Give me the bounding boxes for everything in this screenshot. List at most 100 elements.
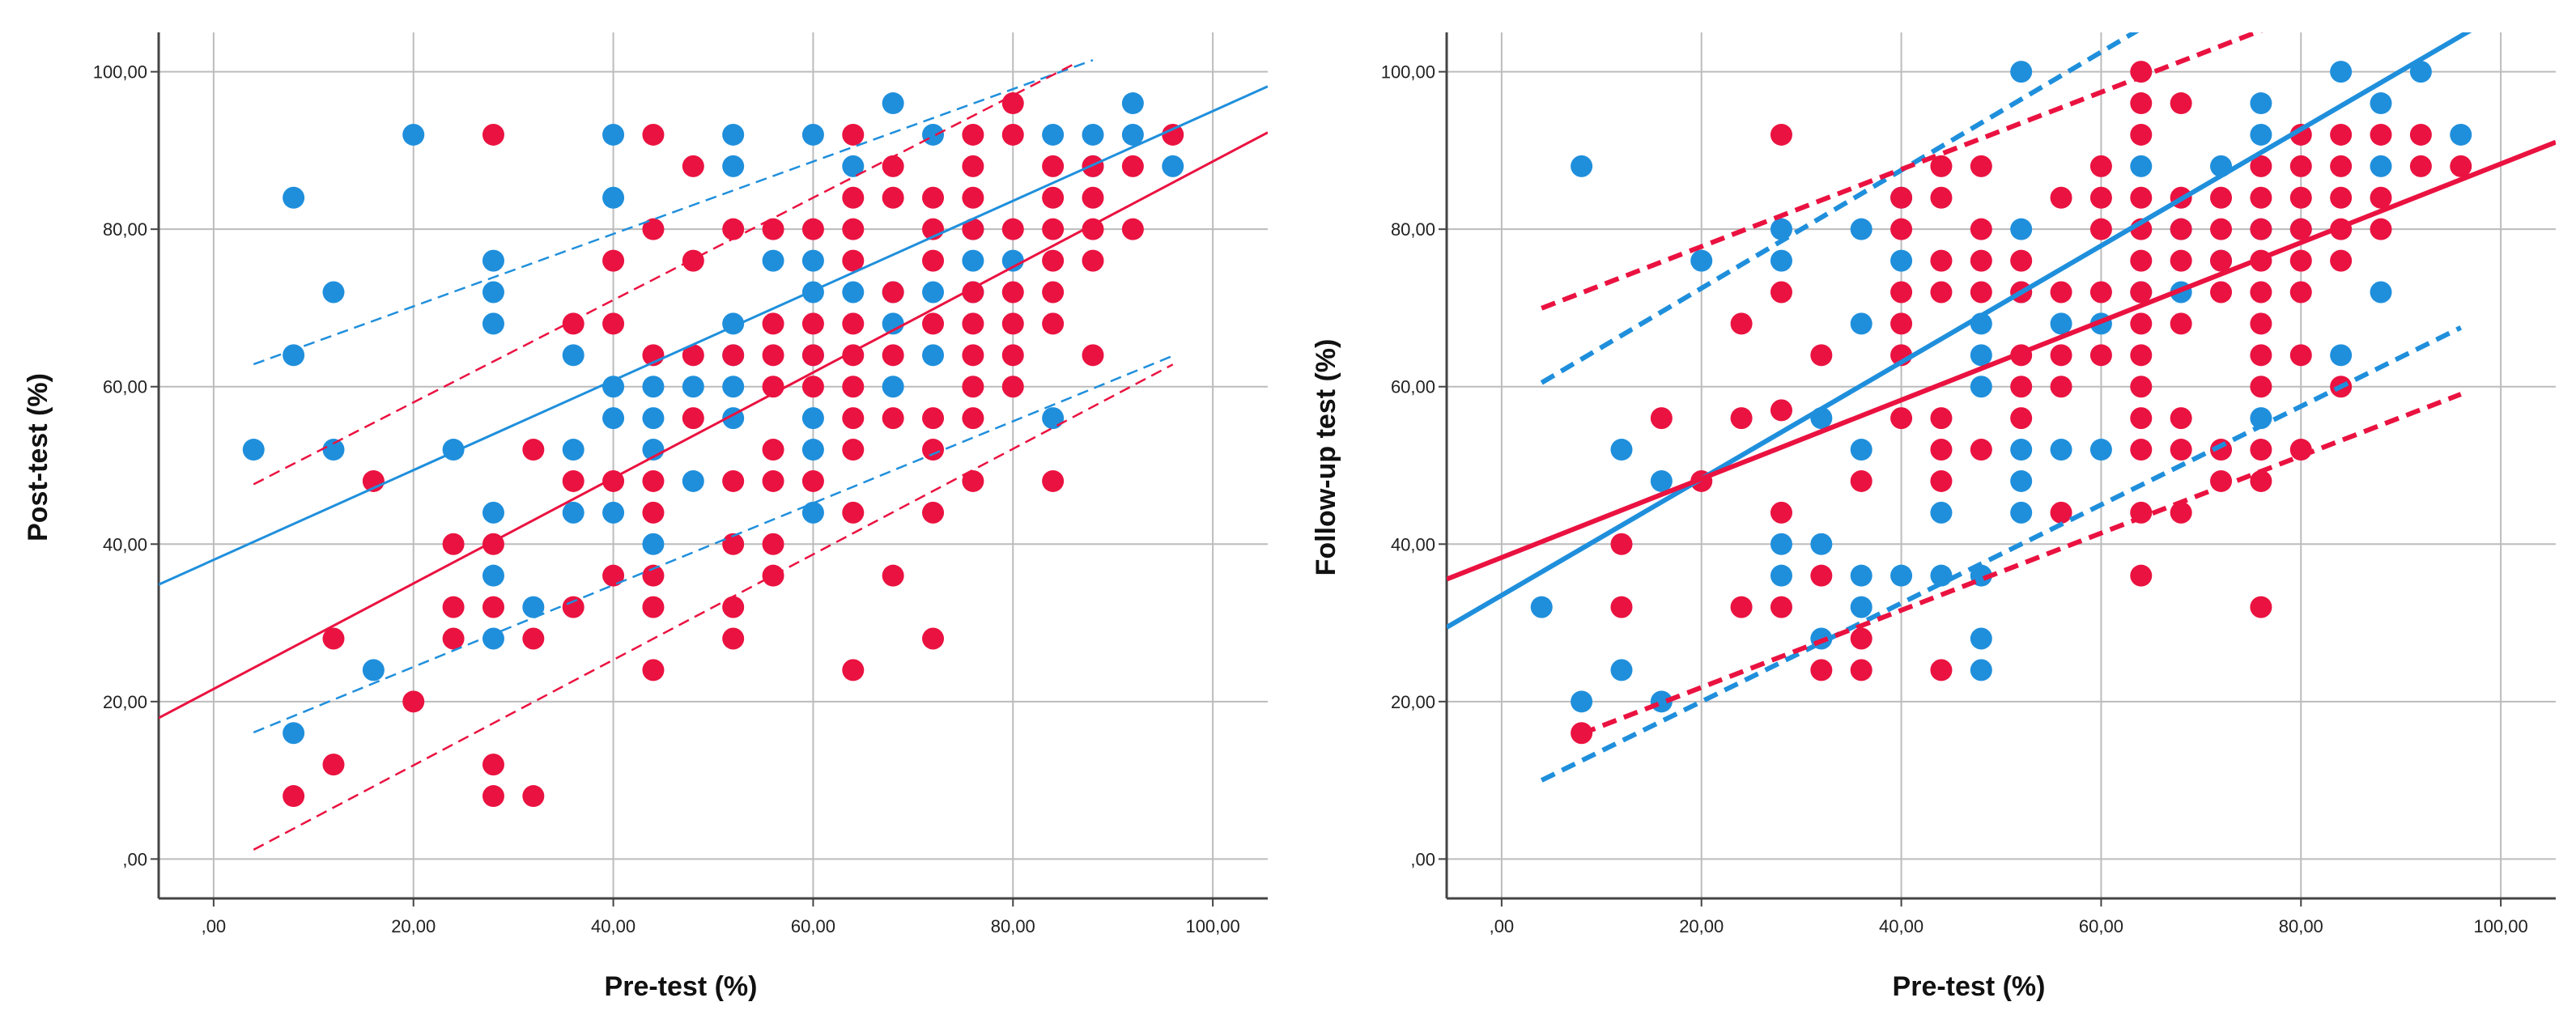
data-point-red [1730, 596, 1753, 618]
chart-svg-post-test: ,00 20,00 40,00 60,00 80,00 100,00 ,00 20,00 40,… [23, 32, 1268, 1002]
data-point-red [722, 627, 745, 650]
data-point-red [2370, 186, 2392, 209]
data-point-red [762, 344, 784, 367]
data-point-blue [602, 407, 625, 430]
data-point-red [522, 627, 545, 650]
data-point-blue [362, 659, 385, 681]
data-point-blue [801, 501, 824, 524]
data-point-red [762, 376, 784, 398]
data-point-red [2210, 281, 2233, 304]
data-point-red [1042, 186, 1065, 209]
data-point-red [882, 344, 904, 367]
data-point-blue [1850, 564, 1872, 587]
data-point-red [1890, 186, 1913, 209]
data-point-blue [1930, 564, 1953, 587]
data-point-blue [602, 501, 625, 524]
data-point-red [962, 344, 984, 367]
data-point-red [1082, 218, 1104, 240]
data-point-red [2250, 155, 2272, 177]
data-point-red [1770, 123, 1792, 146]
x-tick-label: 100,00 [2473, 916, 2527, 936]
data-point-red [2010, 249, 2033, 272]
data-point-red [962, 281, 984, 304]
y-tick-label: 40,00 [103, 534, 147, 554]
data-point-red [922, 439, 945, 461]
data-point-red [602, 564, 625, 587]
data-point-blue [882, 312, 904, 335]
data-point-red [1890, 281, 1913, 304]
data-points [242, 92, 1184, 808]
data-point-red [762, 312, 784, 335]
data-point-red [1810, 564, 1833, 587]
data-point-blue [1001, 249, 1024, 272]
data-point-red [482, 754, 504, 776]
data-point-blue [482, 249, 504, 272]
x-tick-label: 20,00 [391, 916, 436, 936]
data-point-blue [2370, 281, 2392, 304]
data-point-blue [2050, 312, 2072, 335]
data-point-red [2170, 312, 2192, 335]
data-point-blue [1770, 533, 1792, 555]
data-point-red [922, 627, 945, 650]
data-point-red [562, 596, 584, 618]
data-point-red [722, 218, 745, 240]
x-tick-label: 40,00 [1879, 916, 1923, 936]
data-point-red [642, 469, 665, 492]
data-point-red [962, 469, 984, 492]
data-point-blue [1042, 407, 1065, 430]
data-point-blue [2250, 92, 2272, 115]
y-tick-label: 100,00 [1381, 62, 1435, 83]
data-point-red [2170, 407, 2192, 430]
data-point-red [762, 218, 784, 240]
data-point-red [801, 469, 824, 492]
data-point-blue [1810, 533, 1833, 555]
data-point-blue [2330, 61, 2353, 83]
ci-line-blue-lower [253, 355, 1174, 734]
data-point-red [842, 659, 865, 681]
data-point-red [1001, 312, 1024, 335]
data-point-red [2330, 155, 2353, 177]
data-point-red [1770, 281, 1792, 304]
data-point-red [1810, 344, 1833, 367]
data-point-red [922, 186, 945, 209]
data-point-red [1970, 439, 1992, 461]
data-point-red [2130, 344, 2153, 367]
data-point-red [2289, 218, 2312, 240]
data-point-red [562, 469, 584, 492]
data-point-red [1850, 469, 1872, 492]
data-point-red [1810, 659, 1833, 681]
data-point-red [1001, 92, 1024, 115]
x-tick-label: 80,00 [991, 916, 1035, 936]
data-point-blue [322, 439, 345, 461]
data-point-red [2089, 186, 2112, 209]
y-tick-label: ,00 [1410, 849, 1435, 869]
data-point-red [522, 439, 545, 461]
data-point-blue [1970, 344, 1992, 367]
data-point-blue [1571, 690, 1593, 713]
data-point-red [1770, 596, 1792, 618]
data-point-red [2089, 281, 2112, 304]
data-point-red [962, 376, 984, 398]
x-tick-label: ,00 [202, 916, 227, 936]
fit-line-blue [159, 85, 1268, 586]
fit-line-red [1447, 139, 2556, 582]
data-point-red [801, 312, 824, 335]
data-point-red [2289, 123, 2312, 146]
data-point-red [2130, 407, 2153, 430]
data-point-red [2130, 564, 2153, 587]
data-point-red [2210, 439, 2233, 461]
data-point-red [1121, 155, 1144, 177]
data-point-blue [1930, 501, 1953, 524]
data-point-red [682, 155, 704, 177]
data-point-blue [2330, 344, 2353, 367]
data-point-red [722, 469, 745, 492]
data-point-red [2330, 186, 2353, 209]
data-point-blue [1082, 123, 1104, 146]
y-tick-label: 100,00 [93, 62, 147, 83]
data-point-red [1121, 218, 1144, 240]
data-point-red [801, 344, 824, 367]
data-point-red [1890, 312, 1913, 335]
data-point-blue [1850, 312, 1872, 335]
data-point-blue [801, 407, 824, 430]
data-point-blue [2050, 439, 2072, 461]
